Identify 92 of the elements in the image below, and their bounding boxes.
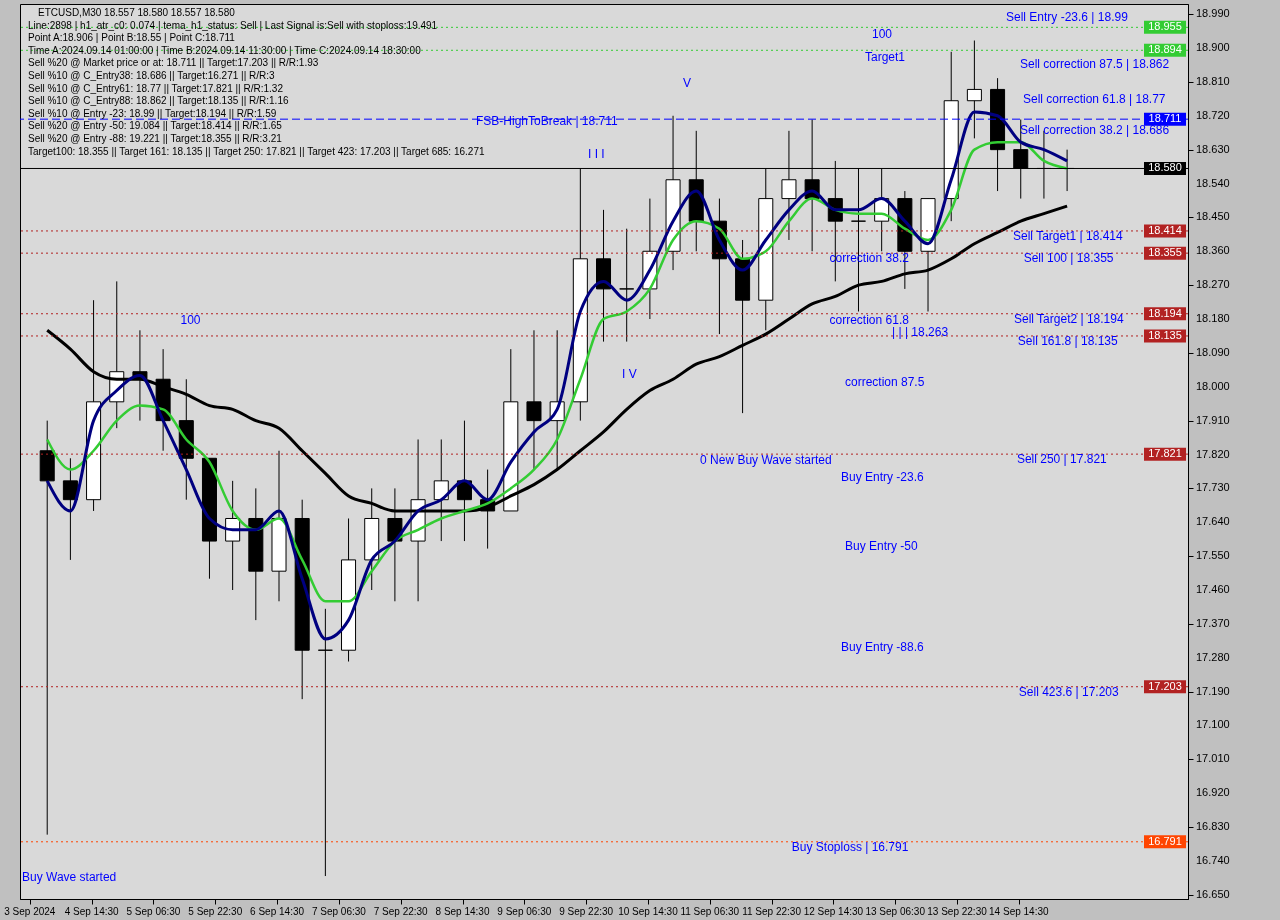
- ref-line-label: 18.580: [1148, 161, 1182, 174]
- ref-line-label: 18.194: [1148, 306, 1182, 319]
- x-tick-label: 13 Sep 06:30: [865, 906, 926, 917]
- annotation: correction 87.5: [845, 375, 925, 389]
- y-tick-label: 18.450: [1196, 210, 1230, 223]
- annotation: Line:2898 | h1_atr_c0: 0.074 | tema_h1_status: Sell | Last Signal is:Sell with stoploss:19.491: [28, 19, 438, 31]
- y-tick-label: 18.540: [1196, 176, 1230, 189]
- annotation: | | | 18.263: [892, 325, 949, 339]
- x-tick-label: 11 Sep 06:30: [680, 906, 740, 917]
- y-tick-label: 17.550: [1196, 549, 1230, 562]
- x-tick-label: 12 Sep 14:30: [803, 906, 864, 917]
- y-tick-label: 18.090: [1196, 345, 1230, 358]
- y-tick-label: 16.830: [1196, 820, 1230, 833]
- annotation: Sell 161.8 | 18.135: [1017, 333, 1119, 348]
- annotation: Buy Wave started: [22, 870, 117, 884]
- x-tick-label: 13 Sep 22:30: [927, 906, 988, 917]
- annotation: Sell correction 38.2 | 18.686: [1020, 123, 1170, 137]
- annotation: Sell %10 @ C_Entry61: 18.77 || Target:17.821 || R/R:1.32: [28, 82, 284, 94]
- annotation: Sell correction 87.5 | 18.862: [1020, 57, 1170, 71]
- y-tick-label: 17.730: [1196, 481, 1230, 494]
- annotation: V: [683, 76, 692, 90]
- annotation: Sell correction 61.8 | 18.77: [1023, 92, 1166, 106]
- annotation: Target1: [865, 50, 906, 64]
- y-tick-label: 16.650: [1196, 887, 1230, 900]
- x-tick-label: 3 Sep 2024: [4, 906, 56, 917]
- annotation: 100: [180, 313, 201, 328]
- annotation: Buy Entry -23.6: [841, 470, 925, 484]
- x-tick-label: 14 Sep 14:30: [989, 906, 1049, 917]
- ref-line-label: 18.355: [1148, 246, 1182, 259]
- ref-line-label: 18.135: [1148, 328, 1182, 341]
- annotation: Time A:2024.09.14 01:00:00 | Time B:2024.09.14 11:30:00 | Time C:2024.09.14 18:30:00: [28, 44, 422, 56]
- annotation: Buy Entry -88.6: [841, 640, 925, 654]
- y-tick-label: 17.640: [1196, 515, 1230, 528]
- x-tick-label: 7 Sep 06:30: [311, 906, 367, 917]
- annotation: Sell 423.6 | 17.203: [1018, 684, 1119, 699]
- annotation: Buy Entry -50: [845, 539, 919, 553]
- y-tick-label: 18.810: [1196, 74, 1230, 87]
- annotation: Point A:18.906 | Point B:18.55 | Point C:18.711: [28, 32, 236, 44]
- y-tick-label: 18.180: [1196, 312, 1230, 325]
- x-tick-label: 4 Sep 14:30: [64, 906, 120, 917]
- y-tick-label: 18.360: [1196, 244, 1230, 257]
- y-tick-label: 18.630: [1196, 142, 1230, 155]
- annotation: Sell Target1 | 18.414: [1013, 228, 1123, 243]
- y-tick-label: 17.010: [1196, 752, 1230, 765]
- annotation: Sell Entry -23.6 | 18.99: [1006, 10, 1129, 24]
- x-tick-label: 6 Sep 14:30: [250, 906, 305, 917]
- ref-line-label: 16.791: [1148, 834, 1182, 847]
- y-tick-label: 17.460: [1196, 583, 1230, 595]
- y-tick-label: 17.910: [1196, 413, 1230, 426]
- ref-line-label: 18.894: [1148, 43, 1182, 56]
- annotation: Sell %10 @ C_Entry88: 18.862 || Target:18.135 || R/R:1.16: [28, 95, 289, 107]
- annotation: Sell %20 @ Market price or at: 18.711 || Target:17.203 || R/R:1.93: [28, 57, 319, 69]
- annotation: Sell 100 | 18.355: [1023, 251, 1114, 266]
- annotation: 0 New Buy Wave started: [700, 452, 832, 467]
- ref-line-label: 18.414: [1148, 223, 1182, 236]
- y-tick-label: 17.190: [1196, 684, 1230, 697]
- ref-line-label: 18.711: [1148, 112, 1182, 125]
- y-tick-label: 18.720: [1196, 108, 1230, 121]
- ref-line-label: 17.821: [1148, 447, 1182, 460]
- x-tick-label: 9 Sep 06:30: [497, 906, 552, 917]
- x-tick-label: 8 Sep 14:30: [435, 906, 490, 917]
- annotation: Sell 250 | 17.821: [1016, 452, 1108, 467]
- annotation: Sell %10 @ C_Entry38: 18.686 || Target:16.271 || R/R:3: [28, 70, 276, 81]
- annotation: I I I: [588, 147, 605, 161]
- x-tick-label: 9 Sep 22:30: [559, 906, 614, 917]
- ref-line-label: 18.955: [1148, 20, 1182, 33]
- x-tick-label: 5 Sep 06:30: [126, 906, 181, 917]
- annotation: Sell %10 @ Entry -23: 18.99 || Target:18.194 || R/R:1.59: [28, 107, 277, 119]
- y-tick-label: 18.270: [1196, 278, 1230, 291]
- x-tick-label: 5 Sep 22:30: [188, 906, 243, 917]
- y-tick-label: 18.900: [1196, 41, 1230, 54]
- y-tick-label: 17.820: [1196, 447, 1230, 460]
- annotation: Sell Target2 | 18.194: [1013, 311, 1124, 326]
- annotation: Target100: 18.355 || Target 161: 18.135 || Target 250: 17.821 || Target 423: 17.203 || Target 685: 16.271: [28, 145, 485, 157]
- chart-title: ETCUSD,M30 18.557 18.580 18.557 18.580: [38, 7, 236, 18]
- x-tick-label: 11 Sep 22:30: [742, 906, 802, 917]
- y-tick-label: 18.000: [1196, 379, 1230, 392]
- annotation: correction 61.8: [829, 313, 910, 328]
- y-tick-label: 17.370: [1196, 616, 1230, 629]
- x-tick-label: 7 Sep 22:30: [373, 906, 429, 917]
- y-tick-label: 17.280: [1196, 650, 1230, 663]
- annotation: I V: [622, 367, 637, 381]
- annotation: Sell %20 @ Entry -88: 19.221 || Target:18.355 || R/R:3.21: [28, 133, 283, 144]
- annotation: 100: [872, 27, 893, 42]
- y-tick-label: 16.920: [1196, 786, 1230, 799]
- y-tick-label: 17.100: [1196, 718, 1230, 731]
- y-tick-label: 18.990: [1196, 7, 1230, 20]
- annotation: Sell %20 @ Entry -50: 19.084 || Target:18.414 || R/R:1.65: [28, 120, 283, 132]
- ref-line-label: 17.203: [1148, 679, 1182, 692]
- x-tick-label: 10 Sep 14:30: [618, 906, 679, 917]
- y-tick-label: 16.740: [1196, 853, 1230, 866]
- annotation: Buy Stoploss | 16.791: [791, 839, 909, 854]
